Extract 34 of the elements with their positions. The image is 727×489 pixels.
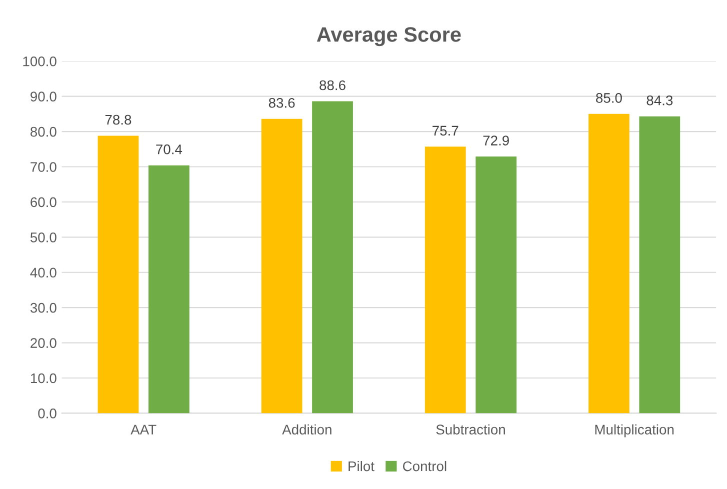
y-tick-label: 100.0 [23,56,56,66]
bar [639,116,680,414]
y-tick-label: 30.0 [30,302,56,313]
data-label: 70.4 [156,144,182,154]
bar [588,114,630,414]
x-tick-label: Addition [282,424,332,435]
y-tick-label: 10.0 [30,373,56,384]
x-tick-label: Subtraction [436,424,505,435]
bar [476,156,517,414]
bar [261,118,302,414]
data-label: 75.7 [432,126,458,136]
x-tick-label: Multiplication [595,424,674,438]
y-tick-label: 60.0 [30,197,56,208]
y-tick-label: 0.0 [38,408,56,418]
legend-label: Pilot [348,460,374,472]
data-label: 83.6 [268,98,295,108]
chart-title: Average Score [316,27,461,46]
bar [312,101,353,414]
y-tick-label: 80.0 [30,126,56,137]
bar [148,165,190,414]
y-tick-label: 40.0 [30,268,56,278]
legend-label: Control [402,460,446,472]
y-tick-label: 50.0 [30,232,56,242]
data-label: 78.8 [105,114,132,125]
y-tick-label: 90.0 [30,92,56,102]
x-tick-label: AAT [130,424,156,434]
data-label: 85.0 [596,93,622,103]
y-tick-label: 20.0 [30,338,56,348]
bar [424,146,466,414]
data-label: 72.9 [483,136,509,146]
y-tick-label: 70.0 [30,162,56,172]
data-label: 84.3 [646,95,673,106]
data-label: 88.6 [320,80,346,90]
bar [98,136,139,414]
